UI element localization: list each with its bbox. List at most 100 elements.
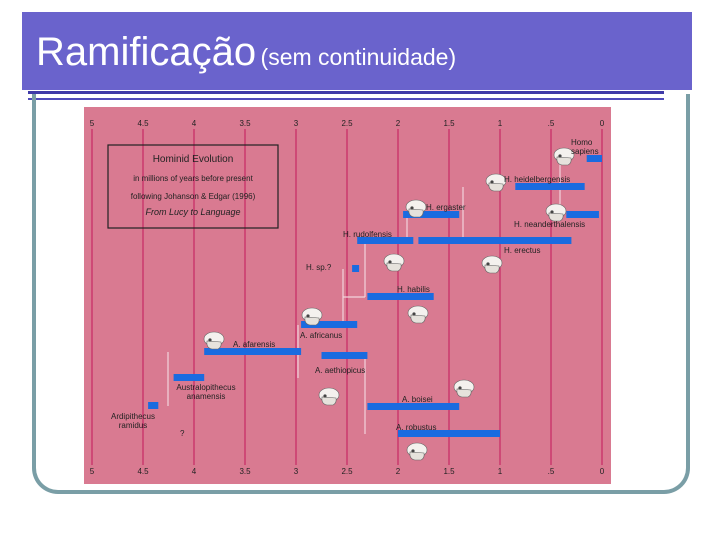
title-bar <box>22 12 692 90</box>
axis-tick-label: 1 <box>498 119 503 128</box>
slide-title: Ramificação (sem continuidade) <box>36 30 456 75</box>
species-bar <box>403 211 460 218</box>
species-skulls <box>203 147 575 461</box>
skull-icon <box>383 253 405 272</box>
axis-ticks-bottom: 5 4.5 4 3.5 3 2.5 2 1.5 1.5 0 <box>90 467 605 476</box>
question-mark: ? <box>180 429 185 438</box>
skull-icon <box>301 307 323 326</box>
axis-tick-label: 3 <box>294 119 299 128</box>
axis-tick-label: 4.5 <box>137 119 149 128</box>
skull-jaw <box>206 340 222 350</box>
lineage-connectors <box>167 159 561 434</box>
axis-tick-label: 4 <box>192 467 197 476</box>
axis-tick-label: 1.5 <box>443 119 455 128</box>
species-bar <box>357 237 414 244</box>
skull-icon <box>407 305 429 324</box>
species-label-line: Ardipithecus <box>111 412 155 421</box>
slide-title-main: Ramificação <box>36 30 257 74</box>
legend-line-3: From Lucy to Language <box>145 207 240 217</box>
species-label: A. robustus <box>396 423 436 432</box>
skull-icon <box>405 199 427 218</box>
species-bar <box>367 403 460 410</box>
axis-tick-label: 3.5 <box>239 467 251 476</box>
species-label: A. africanus <box>300 331 342 340</box>
skull-eye-socket <box>486 262 490 266</box>
species-label: H. erectus <box>504 246 540 255</box>
species-label: Ardipithecus ramidus <box>111 412 155 430</box>
skull-eye-socket <box>458 386 462 390</box>
axis-tick-label: 3 <box>294 467 299 476</box>
species-label-line: anamensis <box>187 392 226 401</box>
skull-eye-socket <box>412 312 416 316</box>
species-label-line: Homo <box>571 138 593 147</box>
skull-eye-socket <box>411 449 415 453</box>
skull-jaw <box>410 314 426 324</box>
axis-ticks-top: 5 4.5 4 3.5 3 2.5 2 1.5 1.5 0 <box>90 119 605 128</box>
legend-line-1: in millions of years before present <box>133 174 253 183</box>
axis-tick-label: 1.5 <box>443 467 455 476</box>
species-bar <box>586 155 602 162</box>
skull-icon <box>553 147 575 166</box>
skull-jaw <box>556 156 572 166</box>
skull-icon <box>485 173 507 192</box>
species-label: H. heidelbergensis <box>504 175 570 184</box>
species-label: Homo sapiens <box>571 138 599 156</box>
axis-tick-label: .5 <box>548 467 555 476</box>
skull-jaw <box>456 388 472 398</box>
legend-frame <box>107 144 279 229</box>
species-bars <box>148 155 602 437</box>
skull-jaw <box>548 212 564 222</box>
skull-jaw <box>304 316 320 326</box>
axis-tick-label: 5 <box>90 119 95 128</box>
species-bar <box>418 237 572 244</box>
species-label: H. ergaster <box>426 203 466 212</box>
skull-jaw <box>386 262 402 272</box>
slide-title-subtitle: (sem continuidade) <box>260 44 457 70</box>
title-rule <box>28 91 664 94</box>
species-labels: Homo sapiens H. heidelbergensis H. ergaster… <box>111 138 599 432</box>
skull-eye-socket <box>208 338 212 342</box>
species-bar <box>321 352 368 359</box>
species-bar <box>301 321 358 328</box>
species-label: A. boisei <box>402 395 433 404</box>
legend-line-2: following Johanson & Edgar (1996) <box>131 192 256 201</box>
skull-icon <box>481 255 503 274</box>
skull-icon <box>545 203 567 222</box>
axis-tick-label: 1 <box>498 467 503 476</box>
skull-icon <box>318 387 340 406</box>
species-label: H. habilis <box>397 285 430 294</box>
chart-gridlines <box>91 129 603 465</box>
content-frame <box>32 94 690 494</box>
skull-jaw <box>321 396 337 406</box>
species-bar <box>173 374 205 381</box>
skull-eye-socket <box>558 154 562 158</box>
skull-eye-socket <box>323 394 327 398</box>
species-label-line: sapiens <box>571 147 599 156</box>
species-bar <box>566 211 599 218</box>
axis-tick-label: 2 <box>396 119 401 128</box>
species-label: Australopithecus anamensis <box>176 383 235 401</box>
skull-jaw <box>488 182 504 192</box>
axis-tick-label: 2.5 <box>341 467 353 476</box>
skull-eye-socket <box>306 314 310 318</box>
skull-jaw <box>409 451 425 461</box>
chart-legend-box: Hominid Evolution in millions of years b… <box>107 144 279 229</box>
hominid-chart: 5 4.5 4 3.5 3 2.5 2 1.5 1.5 0 5 4.5 4 3.5 3 2.5 2 1.5 1.5… <box>84 107 611 484</box>
skull-jaw <box>484 264 500 274</box>
axis-tick-label: 0 <box>600 119 605 128</box>
axis-tick-label: 5 <box>90 467 95 476</box>
species-label: H. neanderthalensis <box>514 220 585 229</box>
species-label-line: Australopithecus <box>176 383 235 392</box>
axis-tick-label: 2 <box>396 467 401 476</box>
axis-tick-label: .5 <box>548 119 555 128</box>
species-label: A. aethiopicus <box>315 366 365 375</box>
axis-tick-label: 3.5 <box>239 119 251 128</box>
species-bar <box>367 293 434 300</box>
hominid-chart-svg: 5 4.5 4 3.5 3 2.5 2 1.5 1.5 0 5 4.5 4 3.5 3 2.5 2 1.5 1.5… <box>84 107 611 484</box>
skull-icon <box>453 379 475 398</box>
skull-eye-socket <box>490 180 494 184</box>
species-label: H. sp.? <box>306 263 332 272</box>
axis-tick-label: 0 <box>600 467 605 476</box>
skull-eye-socket <box>550 210 554 214</box>
species-bar <box>352 265 360 272</box>
